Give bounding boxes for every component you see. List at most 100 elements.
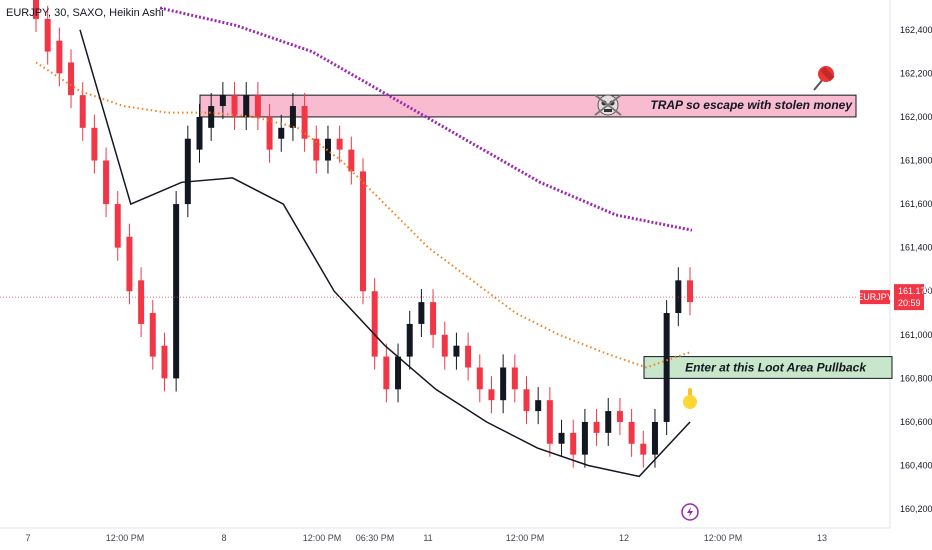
y-tick-label: 160,800 (900, 373, 932, 383)
candle-body (581, 421, 588, 455)
x-tick-label: 11 (423, 533, 432, 543)
candle-body (687, 280, 693, 303)
x-tick-label: 12:00 PM (106, 533, 145, 543)
candle-body (605, 411, 612, 433)
y-tick-label: 161,400 (900, 243, 932, 253)
candle-body (278, 127, 285, 139)
y-tick-label: 162,000 (900, 112, 932, 122)
candle-body (91, 127, 98, 161)
y-tick-label: 161,000 (900, 330, 932, 340)
candle-body (56, 40, 63, 74)
candles (33, 0, 693, 468)
candle-body (184, 138, 191, 205)
time-axis: 7 12:00 PM 8 12:00 PM 06:30 PM 11 12:00 PM 12 12… (25, 533, 827, 543)
pushpin-icon (813, 66, 835, 91)
candle-body (593, 421, 600, 433)
loot-zone[interactable]: Enter at this Loot Area Pullback (643, 356, 893, 379)
x-tick-label: 8 (221, 533, 226, 543)
ma-slow-line (159, 6, 693, 232)
candle-body (465, 345, 472, 368)
candle-body (663, 313, 670, 422)
x-tick-label: 12:00 PM (303, 533, 342, 543)
symbol-badge-label: EURJPY (857, 292, 893, 302)
candle-body (383, 356, 390, 390)
x-tick-label: 13 (817, 533, 827, 543)
candle-body (511, 367, 518, 390)
last-price-label: 161.173 (898, 286, 931, 296)
x-tick-label: 7 (25, 533, 30, 543)
candle-body (196, 116, 203, 150)
x-tick-label: 12:00 PM (704, 533, 743, 543)
candle-body (395, 356, 402, 390)
candle-body (173, 204, 180, 379)
candle-body (476, 367, 483, 390)
candle-body (535, 400, 542, 412)
candle-body (301, 106, 308, 139)
pointing-hand-icon (683, 388, 697, 409)
candle-body (546, 400, 553, 444)
candle-body (313, 138, 320, 161)
trap-zone-label: TRAP so escape with stolen money (650, 98, 853, 112)
skull-icon (594, 94, 622, 116)
candle-body (500, 367, 507, 401)
candle-body (289, 106, 296, 128)
candle-body (558, 432, 565, 444)
candle-body (44, 18, 51, 52)
candle-body (640, 443, 647, 455)
symbol-badge: EURJPY (857, 290, 893, 305)
trap-zone[interactable]: TRAP so escape with stolen money (199, 94, 857, 118)
candle-body (628, 421, 635, 444)
candle-body (149, 313, 156, 357)
lightning-icon[interactable] (681, 503, 699, 521)
y-tick-label: 161,600 (900, 199, 932, 209)
candle-body (675, 280, 682, 314)
loot-zone-box (643, 356, 893, 379)
moving-averages (35, 6, 693, 478)
y-tick-label: 160,200 (900, 504, 932, 514)
price-axis: 162,400 162,200 162,000 161,800 161,600 161,4… (900, 25, 932, 514)
y-tick-label: 160,400 (900, 461, 932, 471)
candle-body (348, 149, 355, 172)
candle-body (219, 95, 226, 107)
candle-body (418, 302, 425, 324)
candle-body (231, 95, 238, 117)
candle-body (266, 116, 273, 150)
candle-body (138, 280, 145, 324)
y-tick-label: 160,600 (900, 417, 932, 427)
candle-body (79, 95, 86, 128)
candle-body (161, 345, 168, 379)
x-tick-label: 12 (619, 533, 629, 543)
candle-body (371, 291, 378, 357)
candle-body (441, 334, 448, 357)
x-tick-label: 06:30 PM (356, 533, 395, 543)
candle-body (126, 236, 133, 292)
candle-body (336, 138, 343, 150)
candle-body (208, 106, 215, 128)
candle-body (103, 160, 110, 205)
candle-body (570, 432, 577, 455)
candle-body (453, 345, 460, 357)
candle-body (33, 0, 39, 19)
y-tick-label: 161,800 (900, 156, 932, 166)
candle-body (430, 302, 437, 335)
chart-title: EURJPY, 30, SAXO, Heikin Ashi (6, 7, 164, 19)
candle-body (488, 389, 495, 401)
y-tick-label: 162,400 (900, 25, 932, 35)
candle-body (523, 389, 530, 412)
candle-body (360, 171, 366, 292)
ma-dark-line (79, 29, 691, 478)
candle-body (254, 95, 261, 117)
x-tick-label: 12:00 PM (506, 533, 545, 543)
candle-body (114, 204, 121, 248)
countdown-label: 20:59 (898, 298, 921, 308)
candle-body (651, 421, 658, 455)
candle-body (243, 95, 250, 117)
y-tick-label: 162,200 (900, 68, 932, 78)
price-badge: 161.173 20:59 (894, 284, 931, 311)
candle-body (68, 62, 75, 96)
candle-body (616, 411, 623, 422)
candle-body (406, 323, 413, 357)
loot-zone-label: Enter at this Loot Area Pullback (685, 361, 867, 375)
